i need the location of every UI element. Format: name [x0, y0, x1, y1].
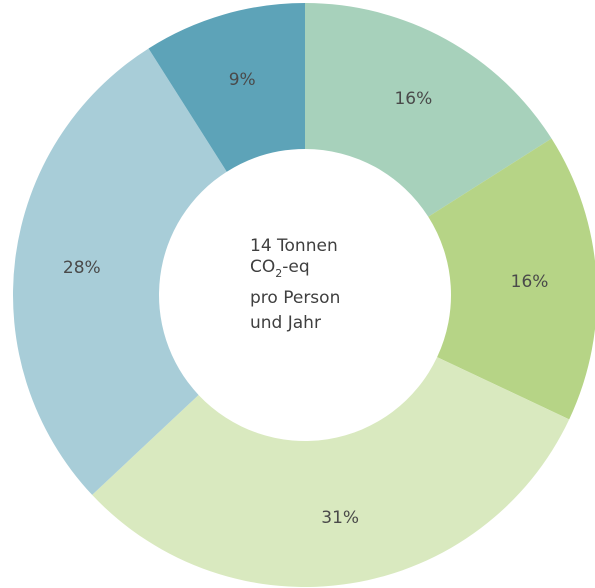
donut-slice-1	[305, 3, 552, 217]
donut-slice-3	[92, 357, 570, 587]
center-line-2-main: CO	[250, 257, 275, 277]
center-line-2: CO2-eq	[250, 257, 310, 280]
slice-label-4: 28%	[63, 258, 101, 278]
center-line-4: und Jahr	[250, 313, 321, 333]
donut-slice-4	[12, 48, 227, 495]
center-label: 14 Tonnen CO2-eq pro Person und Jahr	[250, 236, 340, 333]
slice-label-3: 31%	[321, 508, 359, 528]
slice-label-1: 16%	[394, 89, 432, 109]
center-line-3: pro Person	[250, 288, 340, 308]
center-line-2-rest: -eq	[282, 257, 309, 277]
center-line-2-subscript: 2	[275, 267, 282, 280]
slice-label-2: 16%	[511, 272, 549, 292]
donut-slice-2	[428, 138, 595, 420]
slice-labels: 16% 16% 31% 28% 9%	[63, 70, 549, 528]
donut-slice-5	[148, 3, 305, 172]
donut-slices	[12, 3, 595, 587]
center-line-1: 14 Tonnen	[250, 236, 338, 256]
slice-label-5: 9%	[229, 70, 256, 90]
